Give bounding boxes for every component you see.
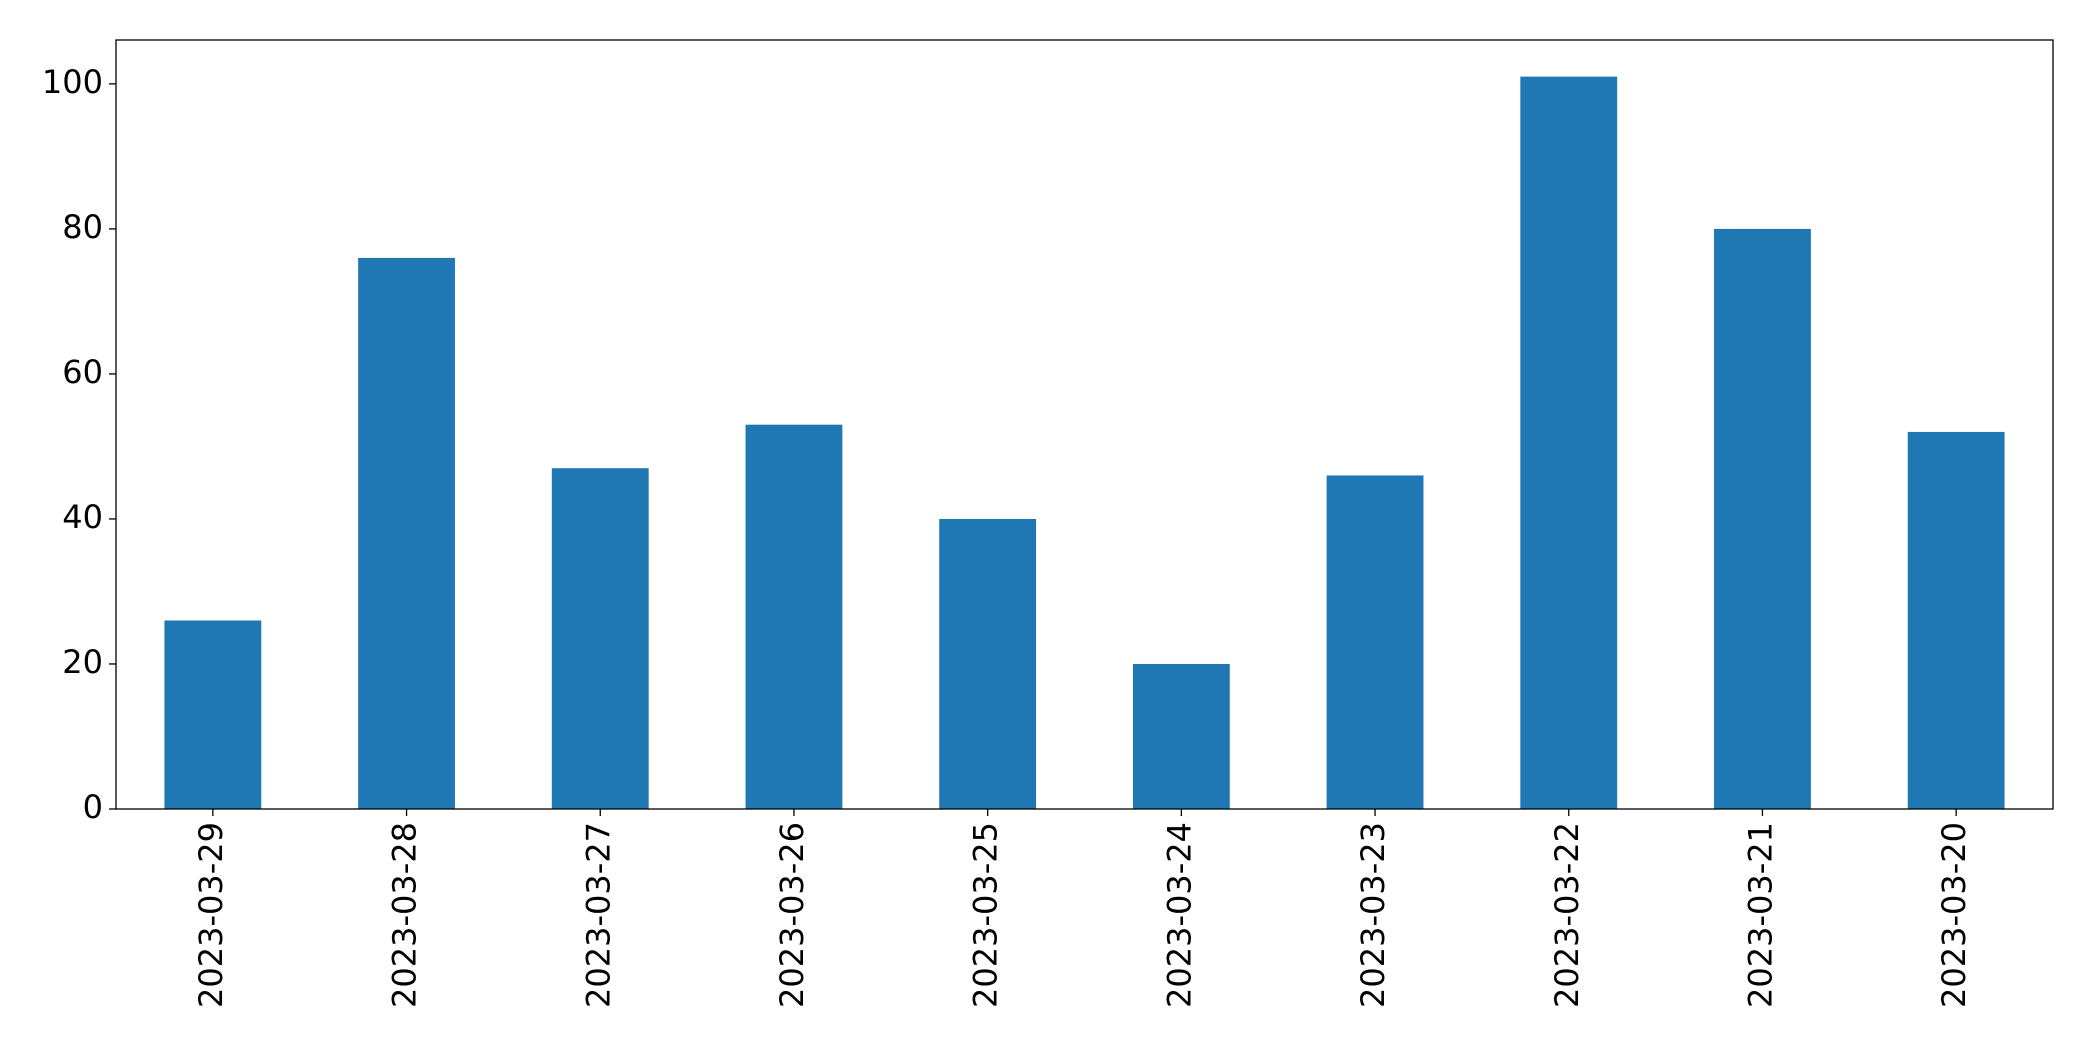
bar	[1907, 431, 2005, 809]
y-tick-label: 60	[62, 353, 103, 391]
y-tick-label: 40	[62, 498, 103, 536]
x-tick-label: 2023-03-24	[1160, 822, 1198, 1008]
x-tick-label: 2023-03-29	[192, 822, 230, 1008]
y-tick-label: 20	[62, 643, 103, 681]
bar	[1520, 76, 1618, 810]
bar	[939, 518, 1037, 809]
x-tick-label: 2023-03-28	[386, 822, 424, 1008]
y-tick-label: 80	[62, 208, 103, 246]
bar	[1326, 475, 1424, 809]
bar	[1714, 228, 1811, 810]
y-tick-label: 100	[42, 63, 103, 101]
bar	[745, 424, 843, 809]
bar	[1132, 663, 1230, 809]
x-tick-label: 2023-03-27	[579, 822, 617, 1008]
x-tick-label: 2023-03-21	[1741, 822, 1779, 1008]
x-tick-label: 2023-03-20	[1935, 822, 1973, 1008]
x-tick-label: 2023-03-22	[1548, 822, 1586, 1008]
bar	[358, 257, 455, 809]
bar	[551, 468, 649, 809]
y-tick-label: 0	[83, 788, 103, 826]
plot-frame	[115, 39, 2054, 810]
x-tick-label: 2023-03-26	[773, 822, 811, 1008]
x-tick-label: 2023-03-25	[967, 822, 1005, 1008]
bar	[164, 620, 262, 809]
x-tick-label: 2023-03-23	[1354, 822, 1392, 1008]
